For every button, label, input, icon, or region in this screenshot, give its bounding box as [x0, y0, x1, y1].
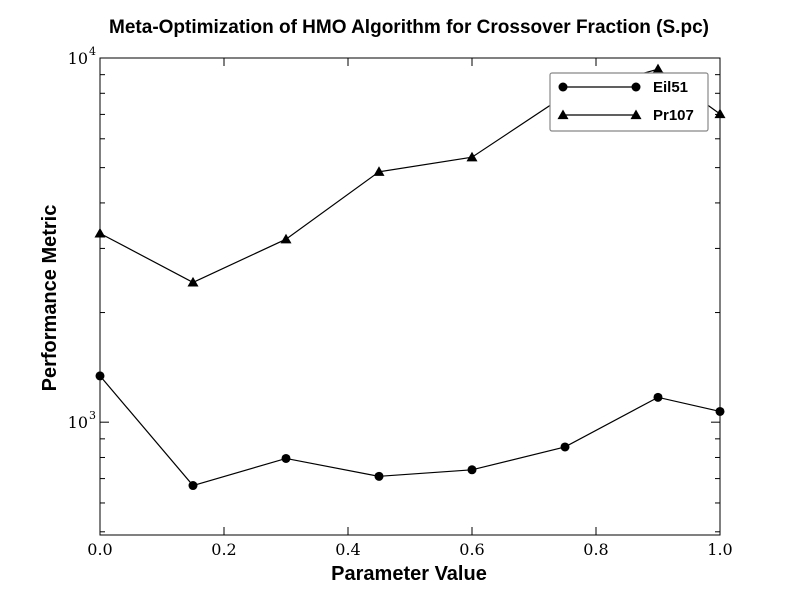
- plot-frame: [99, 57, 721, 536]
- legend-item-pr107: Pr107: [557, 107, 694, 124]
- legend-marker-eil51: [631, 82, 641, 92]
- series-pr107-point: [280, 233, 292, 244]
- series-pr107-point: [373, 166, 385, 176]
- y-tick-label: 10 4: [68, 45, 96, 68]
- series-pr107-point: [652, 63, 664, 74]
- legend-marker-eil51: [558, 82, 568, 92]
- series-eil51-point: [653, 392, 663, 402]
- x-axis-label: Parameter Value: [331, 563, 487, 585]
- series-pr107-point: [187, 276, 199, 287]
- legend-marker-pr107: [630, 109, 642, 120]
- x-tick-label: 0.4: [335, 540, 360, 559]
- y-tick-label-exponent: 3: [89, 409, 96, 422]
- legend-label-eil51: Eil51: [653, 79, 688, 96]
- series-eil51: [95, 371, 725, 491]
- y-tick-label-exponent: 4: [89, 45, 96, 58]
- series-eil51-point: [281, 453, 291, 463]
- y-axis-label: Performance Metric: [39, 205, 61, 392]
- x-tick-label: 0.0: [87, 540, 112, 559]
- legend-item-eil51: Eil51: [558, 79, 688, 96]
- series-eil51-line: [99, 375, 721, 487]
- y-tick-label-base: 10: [68, 413, 88, 432]
- legend: Eil51 Pr107: [549, 72, 709, 132]
- y-tick-label-base: 10: [68, 49, 88, 68]
- x-tick-label: 0.8: [583, 540, 608, 559]
- x-tick-label: 1.0: [707, 540, 732, 559]
- x-tick-label: 0.6: [459, 540, 484, 559]
- series-eil51-point: [188, 481, 198, 491]
- legend-label-pr107: Pr107: [653, 107, 694, 124]
- series-eil51-point: [374, 471, 384, 481]
- legend-marker-pr107: [557, 109, 569, 120]
- series-eil51-point: [467, 465, 477, 475]
- series-eil51-point: [560, 442, 570, 452]
- y-tick-label: 10 3: [68, 409, 96, 432]
- chart-title: Meta-Optimization of HMO Algorithm for C…: [109, 17, 709, 38]
- series-pr107-point: [466, 151, 478, 162]
- x-tick-label: 0.2: [211, 540, 236, 559]
